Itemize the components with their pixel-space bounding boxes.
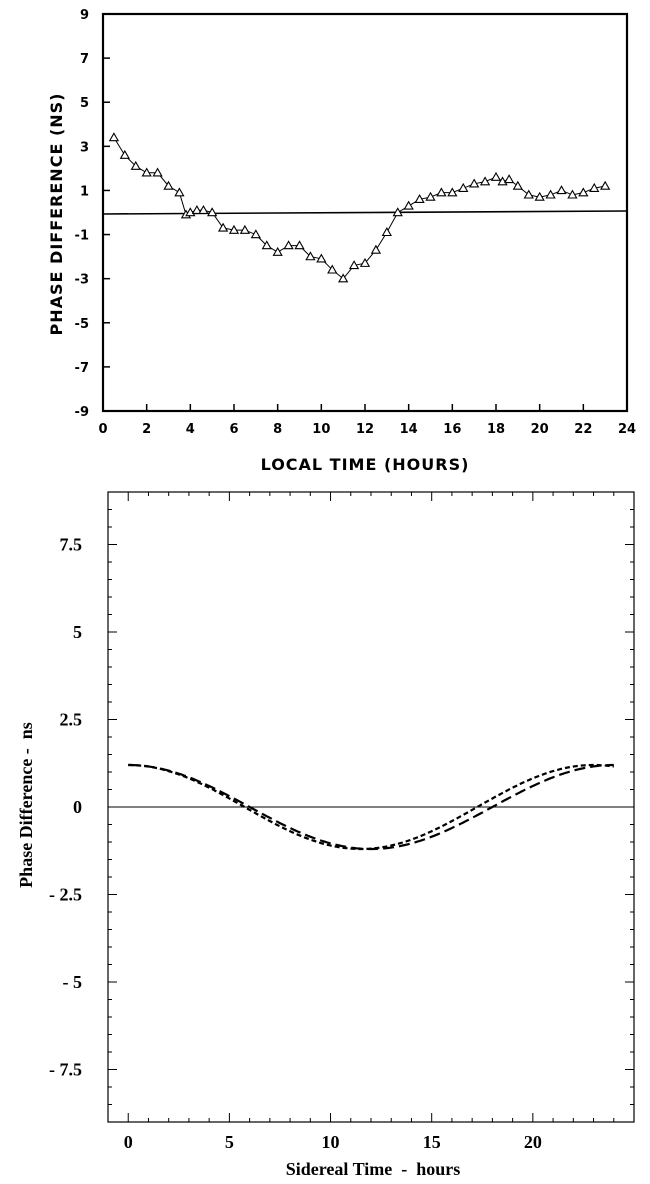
data-point (414, 193, 425, 203)
data-point (338, 273, 349, 283)
data-point (545, 189, 556, 199)
data-point (523, 189, 534, 199)
x-tick-label: 15 (423, 1132, 441, 1152)
data-point (198, 204, 209, 214)
data-point (512, 180, 523, 190)
data-point (239, 224, 251, 234)
x-tick-label: 20 (531, 422, 549, 437)
y-tick-labels: 7.5 5 2.5 0 - 2.5 - 5 - 7.5 (49, 535, 82, 1080)
x-axis-title: Sidereal Time - hours (286, 1159, 461, 1179)
y-axis-title: PHASE DIFFERENCE (NS) (47, 93, 66, 336)
data-point (381, 227, 392, 237)
data-point (556, 185, 567, 195)
data-point (272, 246, 283, 256)
y-tick-label: - 7.5 (49, 1060, 82, 1080)
data-point (217, 222, 229, 232)
chart-sidereal-time: 0 5 10 15 20 7.5 5 2.5 0 - 2.5 - 5 - 7.5 Sidereal … (16, 491, 635, 1179)
data-point (359, 257, 371, 267)
data-point (294, 240, 305, 250)
x-tick-label: 24 (618, 422, 636, 437)
data-point (458, 182, 469, 192)
x-tick-label: 20 (524, 1132, 542, 1152)
data-point (567, 189, 578, 199)
x-tick-label: 5 (225, 1132, 234, 1152)
y-tick-label: 9 (80, 8, 89, 23)
y-tick-label: -7 (75, 361, 89, 376)
x-tick-label: 2 (142, 422, 151, 437)
data-point (141, 167, 152, 177)
x-tick-label: 0 (124, 1132, 133, 1152)
data-point (119, 149, 130, 159)
x-tick-label: 18 (487, 422, 505, 437)
x-tick-label: 0 (98, 422, 107, 437)
data-point (534, 191, 545, 201)
data-point (503, 174, 515, 184)
x-tick-label: 4 (186, 422, 195, 437)
data-point (207, 207, 218, 217)
y-tick-label: -5 (75, 317, 89, 332)
y-tick-labels: 9 7 5 3 1 -1 -3 -5 -7 -9 (75, 8, 89, 420)
data-point (250, 229, 261, 239)
data-point (392, 207, 403, 217)
data-point (589, 182, 600, 192)
data-point (479, 176, 491, 186)
x-tick-label: 8 (273, 422, 282, 437)
y-tick-label: -3 (75, 273, 89, 288)
x-axis-title: LOCAL TIME (HOURS) (261, 455, 470, 474)
tick-marks (107, 491, 635, 1123)
data-point (469, 178, 480, 188)
zero-reference-line (102, 210, 628, 215)
y-tick-label: -9 (75, 405, 89, 420)
data-point (403, 200, 414, 210)
data-point (283, 240, 294, 250)
x-tick-label: 14 (400, 422, 418, 437)
x-tick-labels: 0 5 10 15 20 (124, 1132, 542, 1152)
tick-marks (102, 13, 628, 412)
data-point (305, 251, 316, 261)
data-point (228, 224, 240, 234)
x-tick-label: 22 (574, 422, 592, 437)
y-tick-label: 1 (80, 184, 89, 199)
data-point (163, 180, 174, 190)
data-point (425, 191, 436, 201)
data-point (348, 260, 360, 270)
y-tick-label: 5 (80, 96, 89, 111)
y-tick-label: - 2.5 (49, 885, 82, 905)
x-tick-label: 10 (322, 1132, 340, 1152)
data-point (327, 264, 338, 274)
data-markers (108, 132, 611, 283)
x-tick-label: 16 (443, 422, 461, 437)
data-point (578, 187, 589, 197)
y-tick-label: -1 (75, 229, 89, 244)
data-point (108, 132, 120, 142)
y-tick-label: 2.5 (60, 710, 83, 730)
data-point (152, 167, 163, 177)
x-tick-label: 10 (312, 422, 330, 437)
data-point (316, 253, 327, 263)
data-point (261, 240, 272, 250)
data-point (130, 160, 141, 170)
data-point (191, 204, 203, 214)
y-axis-title: Phase Difference - ns (16, 722, 36, 888)
x-tick-label: 6 (229, 422, 238, 437)
data-point (600, 180, 611, 190)
y-tick-label: 5 (73, 622, 82, 642)
x-tick-labels: 0 2 4 6 8 10 12 14 16 18 20 22 24 (98, 422, 636, 437)
data-point (447, 187, 458, 197)
series-short-dash (128, 763, 614, 851)
data-series-line (113, 137, 606, 280)
y-tick-label: 3 (80, 140, 89, 155)
y-tick-label: 0 (73, 797, 82, 817)
data-point (174, 187, 185, 197)
data-point (370, 244, 382, 254)
y-tick-label: - 5 (63, 972, 83, 992)
y-tick-label: 7 (80, 52, 89, 67)
x-tick-label: 12 (356, 422, 374, 437)
data-point (490, 171, 502, 181)
data-point (436, 187, 447, 197)
y-tick-label: 7.5 (60, 535, 83, 555)
